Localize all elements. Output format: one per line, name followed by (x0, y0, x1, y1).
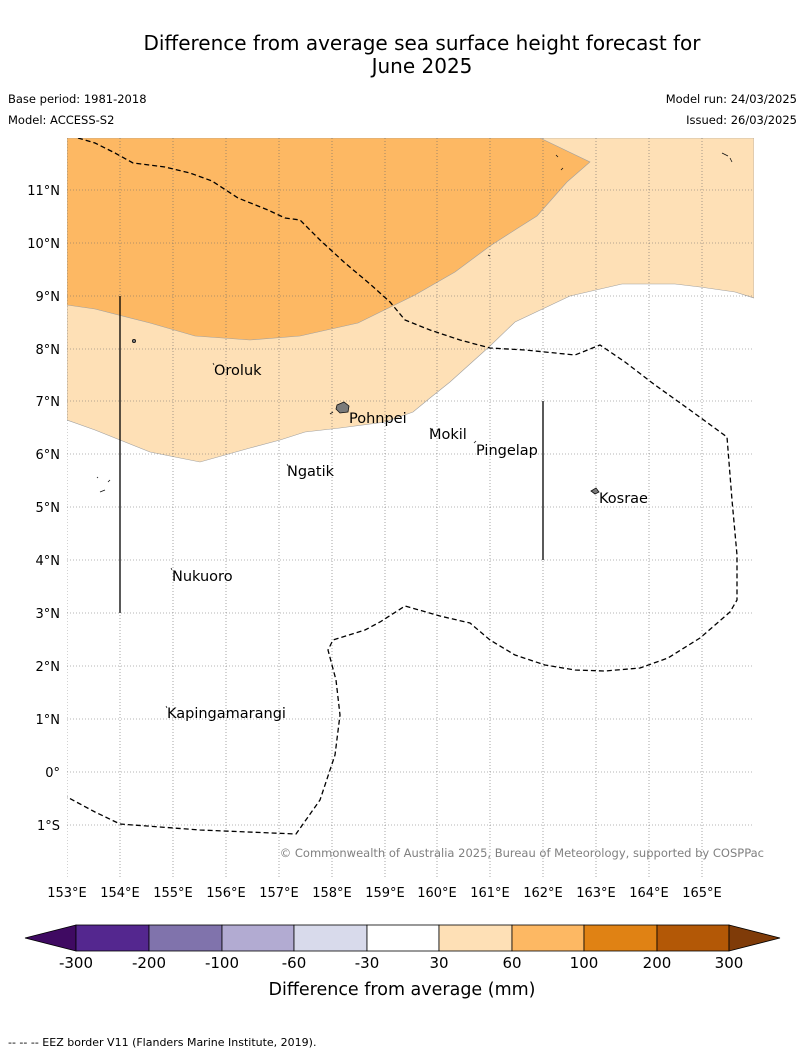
islet-marker (165, 705, 168, 709)
colorbar-segment (293, 924, 368, 952)
place-label-pohnpei: Pohnpei (349, 411, 407, 427)
lon-tick-label: 155°E (153, 886, 193, 901)
place-label-oroluk: Oroluk (214, 363, 262, 379)
lon-tick-label: 154°E (100, 886, 140, 901)
islet-marker (487, 254, 491, 257)
place-label-mokil: Mokil (429, 427, 467, 443)
colorbar-title: Difference from average (mm) (268, 980, 535, 1000)
lat-tick-label: 10°N (27, 237, 60, 252)
colorbar-tick-label: -30 (355, 954, 380, 972)
lon-tick-label: 156°E (206, 886, 246, 901)
lat-tick-label: 11°N (27, 184, 60, 199)
map-title-line1: Difference from average sea surface heig… (143, 31, 701, 55)
graticule (67, 138, 754, 878)
colorbar-tick-label: 300 (715, 954, 744, 972)
colorbar-extend-max (728, 924, 781, 952)
lat-tick-label: 1°S (37, 819, 60, 834)
islet-marker (212, 362, 215, 366)
colorbar-tick-label: 30 (429, 954, 448, 972)
colorbar-tick-label: 100 (570, 954, 599, 972)
islet-marker (96, 476, 99, 479)
place-label-nukuoro: Nukuoro (172, 569, 233, 585)
colorbar-segment (221, 924, 295, 952)
islet-marker (99, 489, 106, 493)
colorbar-segment (366, 924, 440, 952)
islands (96, 152, 733, 709)
colorbar-segment (656, 924, 730, 952)
lon-tick-label: 158°E (312, 886, 352, 901)
colorbar-segment (511, 924, 585, 952)
base-period-text: Base period: 1981-2018 (8, 92, 147, 106)
lon-tick-label: 153°E (47, 886, 87, 901)
colorbar-tick-label: -60 (282, 954, 307, 972)
colorbar-segment (75, 924, 150, 952)
lat-tick-label: 1°N (36, 713, 61, 728)
lat-tick-label: 3°N (36, 607, 61, 622)
lon-tick-label: 157°E (259, 886, 299, 901)
lat-tick-label: 4°N (36, 554, 61, 569)
colorbar (24, 924, 781, 952)
colorbar-segment (148, 924, 223, 952)
colorbar-tick-label: -300 (59, 954, 93, 972)
lat-tick-label: 2°N (36, 660, 61, 675)
place-label-pingelap: Pingelap (476, 443, 538, 459)
map-plot-area: Oroluk Pohnpei Mokil Pingelap Ngatik Kos… (67, 138, 754, 878)
colorbar-tick-label: -200 (132, 954, 166, 972)
kosrae-island-shape (590, 487, 600, 495)
islet-marker (286, 463, 289, 467)
islet-marker (721, 152, 729, 157)
colorbar-tick-label: -100 (205, 954, 239, 972)
place-label-kapingamarangi: Kapingamarangi (167, 706, 286, 722)
anomaly-region-60-100 (67, 138, 591, 341)
islet-marker (131, 338, 136, 343)
model-text: Model: ACCESS-S2 (8, 113, 115, 127)
colorbar-tick-label: 200 (643, 954, 672, 972)
islet-marker (473, 440, 477, 444)
lon-tick-label: 165°E (682, 886, 722, 901)
lat-tick-label: 8°N (36, 343, 61, 358)
lat-tick-label: 0° (45, 766, 60, 781)
colorbar-segment (438, 924, 513, 952)
eez-legend-note: -- -- -- EEZ border V11 (Flanders Marine… (8, 1036, 317, 1049)
lon-tick-label: 160°E (417, 886, 457, 901)
place-label-kosrae: Kosrae (599, 491, 648, 507)
eez-border (67, 138, 738, 835)
islet-marker (729, 157, 733, 163)
map-title-line2: June 2025 (371, 54, 473, 78)
pohnpei-island-shape (335, 401, 350, 414)
islet-marker (107, 479, 111, 483)
model-run-text: Model run: 24/03/2025 (665, 92, 797, 106)
islet-marker (555, 154, 559, 158)
colorbar-extend-min (24, 924, 77, 952)
lon-tick-label: 159°E (365, 886, 405, 901)
lon-tick-label: 164°E (629, 886, 669, 901)
islet-marker (329, 411, 334, 415)
lon-tick-label: 161°E (470, 886, 510, 901)
copyright-text: © Commonwealth of Australia 2025, Bureau… (280, 846, 764, 860)
place-label-ngatik: Ngatik (287, 464, 335, 480)
islet-marker (560, 167, 564, 171)
lat-tick-label: 5°N (36, 501, 61, 516)
map-title: Difference from average sea surface heig… (100, 32, 744, 78)
colorbar-tick-label: 60 (502, 954, 521, 972)
islet-marker (170, 567, 173, 571)
islet-marker (429, 427, 433, 431)
issued-text: Issued: 26/03/2025 (686, 113, 797, 127)
lat-tick-label: 6°N (36, 448, 61, 463)
lat-tick-label: 7°N (36, 395, 61, 410)
colorbar-segment (583, 924, 658, 952)
lon-tick-label: 162°E (523, 886, 563, 901)
lat-tick-label: 9°N (36, 290, 61, 305)
lon-tick-label: 163°E (576, 886, 616, 901)
